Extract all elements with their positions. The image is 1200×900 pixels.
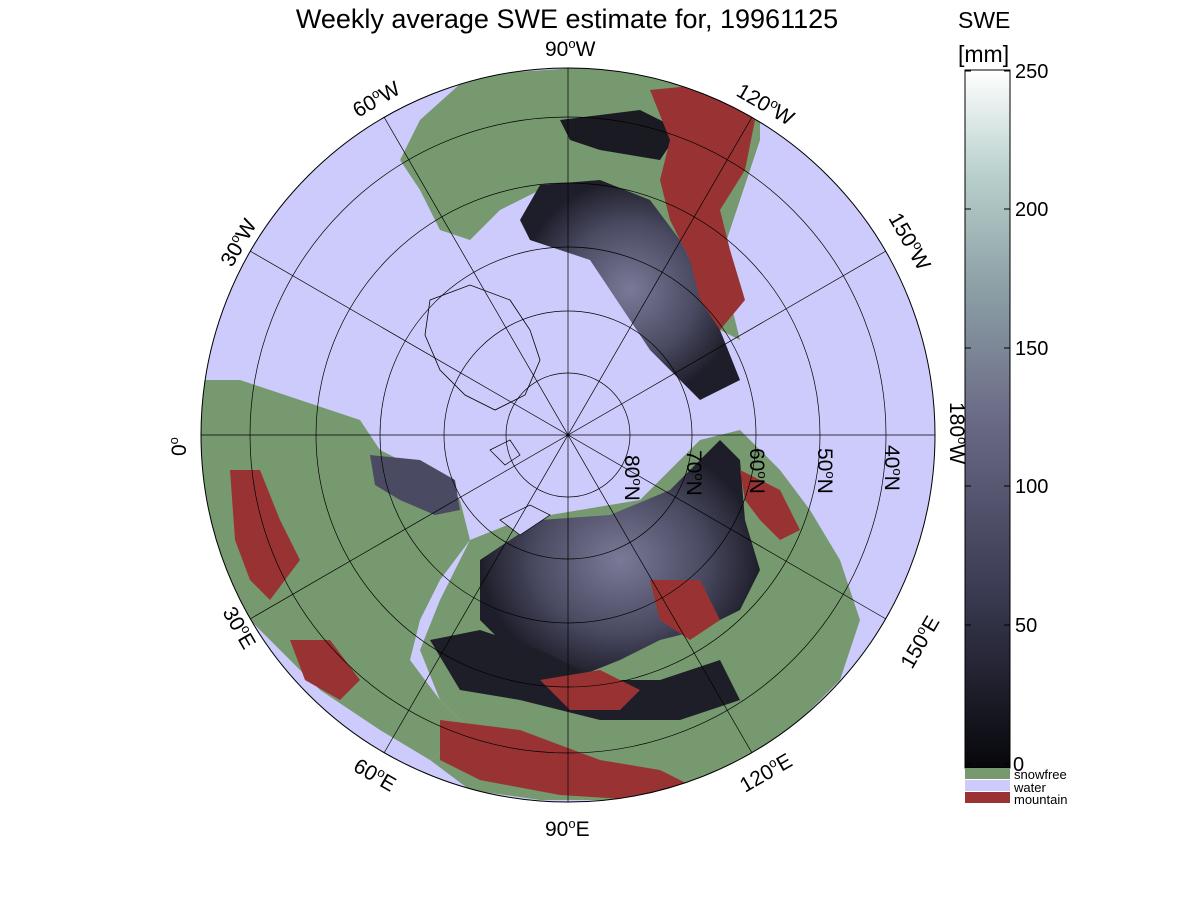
- label-50n: 50oN: [813, 448, 838, 494]
- label-180w: 180oW: [945, 402, 970, 464]
- label-150e: 150oE: [895, 611, 945, 672]
- colorbar-gradient: [964, 69, 1011, 769]
- category-legend: snowfree water mountain: [965, 767, 1067, 807]
- label-60e: 60oE: [350, 753, 401, 797]
- legend-label-snowfree: snowfree: [1014, 767, 1067, 782]
- colorbar-tick: 50: [1015, 615, 1037, 637]
- north-america-snow: [520, 180, 740, 400]
- legend-swatch-snowfree: [965, 768, 1010, 779]
- caucasus-mountain: [290, 640, 360, 700]
- altai-mountain: [540, 670, 640, 710]
- legend-label-mountain: mountain: [1014, 792, 1067, 807]
- label-60n: 60oN: [745, 448, 770, 494]
- label-90e: 90oE: [545, 816, 590, 841]
- svalbard: [489, 439, 521, 466]
- label-70n: 70oN: [682, 450, 707, 496]
- alps-mountain: [230, 470, 300, 600]
- north-america-snow-north: [560, 110, 680, 160]
- legend-label-water: water: [1013, 780, 1046, 795]
- himalaya-mountain: [440, 720, 700, 800]
- scandinavia-snow: [370, 455, 460, 515]
- rocky-mountains: [650, 85, 755, 330]
- colorbar-tick: 250: [1015, 61, 1048, 83]
- eastern-siberia-mountain: [740, 470, 800, 540]
- colorbar-tick: 200: [1015, 199, 1048, 221]
- parallel-labels: 80oN 70oN 60oN 50oN 40oN: [620, 445, 905, 501]
- colorbar-title-line2: [mm]: [958, 41, 1009, 67]
- legend-swatch-mountain: [965, 792, 1010, 803]
- label-80n: 80oN: [620, 455, 645, 501]
- meridians-grid: [201, 68, 935, 802]
- colorbar: SWE [mm] 0 50 100 150 200 250: [958, 7, 1048, 776]
- label-40n: 40oN: [880, 445, 905, 491]
- colorbar-title-line1: SWE: [958, 7, 1010, 33]
- page-title: Weekly average SWE estimate for, 1996112…: [295, 4, 839, 34]
- label-0: 0o: [166, 437, 191, 456]
- colorbar-tick: 100: [1015, 476, 1048, 498]
- label-90w: 90oW: [545, 36, 596, 61]
- colorbar-tick: 150: [1015, 338, 1048, 360]
- far-east-mountain: [650, 580, 720, 640]
- colorbar-tick: 0: [1013, 754, 1024, 776]
- legend-swatch-water: [965, 780, 1010, 791]
